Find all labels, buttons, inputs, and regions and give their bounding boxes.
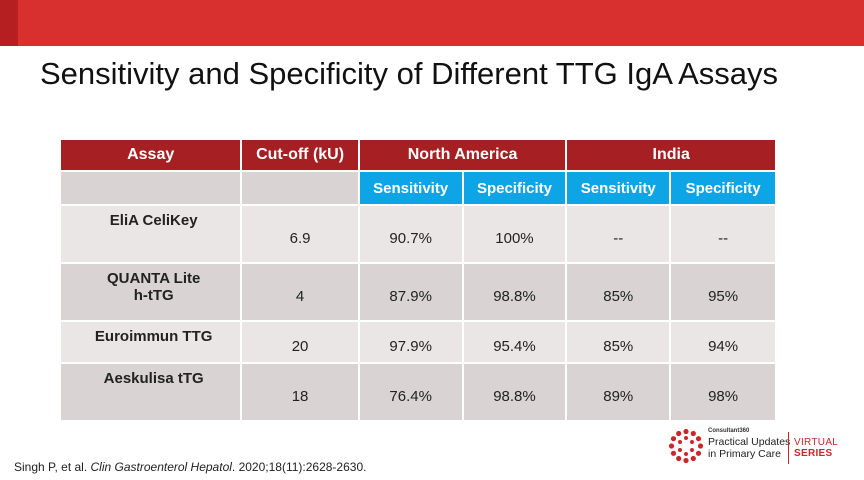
- table-row: Euroimmun TTG 20 97.9% 95.4% 85% 94%: [58, 320, 777, 364]
- india-specificity: --: [669, 204, 777, 264]
- india-specificity: 94%: [669, 320, 777, 364]
- citation-journal: Clin Gastroenterol Hepatol: [90, 460, 232, 474]
- table-subheader-row: Sensitivity Specificity Sensitivity Spec…: [58, 170, 777, 206]
- citation-authors: Singh P, et al.: [14, 460, 91, 474]
- series-line1: VIRTUAL: [794, 437, 839, 448]
- na-sensitivity: 90.7%: [357, 204, 464, 264]
- header-india: India: [565, 138, 777, 172]
- na-specificity: 95.4%: [461, 320, 568, 364]
- assay-name: Euroimmun TTG: [58, 320, 243, 364]
- series-line2: SERIES: [794, 448, 833, 459]
- subheader-na-specificity: Specificity: [461, 170, 568, 206]
- india-specificity: 98%: [669, 362, 777, 422]
- table-row: QUANTA Lite h-tTG 4 87.9% 98.8% 85% 95%: [58, 262, 777, 322]
- india-sensitivity: 89%: [565, 362, 672, 422]
- na-specificity: 98.8%: [461, 362, 568, 422]
- banner-fold: [0, 0, 18, 46]
- header-assay: Assay: [58, 138, 243, 172]
- na-specificity: 98.8%: [461, 262, 568, 322]
- assay-name-line1: QUANTA Lite: [107, 270, 201, 287]
- na-specificity: 100%: [461, 204, 568, 264]
- logo-divider: [788, 432, 789, 464]
- na-sensitivity: 76.4%: [357, 362, 464, 422]
- india-sensitivity: 85%: [565, 262, 672, 322]
- subheader-blank-assay: [58, 170, 243, 206]
- assay-name: EliA CeliKey: [58, 204, 243, 264]
- brand-line1: Practical Updates: [708, 436, 791, 448]
- india-sensitivity: --: [565, 204, 672, 264]
- slide-title: Sensitivity and Specificity of Different…: [40, 56, 779, 91]
- subheader-india-specificity: Specificity: [669, 170, 777, 206]
- subheader-na-sensitivity: Sensitivity: [357, 170, 464, 206]
- cutoff-value: 18: [240, 362, 360, 422]
- citation: Singh P, et al. Clin Gastroenterol Hepat…: [14, 460, 366, 474]
- subheader-india-sensitivity: Sensitivity: [565, 170, 672, 206]
- india-sensitivity: 85%: [565, 320, 672, 364]
- subheader-blank-cutoff: [240, 170, 360, 206]
- cutoff-value: 6.9: [240, 204, 360, 264]
- assay-table: Assay Cut-off (kU) North America India S…: [58, 138, 777, 422]
- series-logo: Consultant360 Practical Updates in Prima…: [668, 428, 848, 468]
- table-row: EliA CeliKey 6.9 90.7% 100% -- --: [58, 204, 777, 264]
- header-cutoff: Cut-off (kU): [240, 138, 360, 172]
- header-north-america: North America: [357, 138, 568, 172]
- assay-name: QUANTA Lite h-tTG: [58, 262, 243, 322]
- cutoff-value: 20: [240, 320, 360, 364]
- citation-details: . 2020;18(11):2628-2630.: [231, 460, 367, 474]
- assay-name-line2: h-tTG: [133, 287, 174, 304]
- ring-emblem-icon: [668, 428, 704, 464]
- brand-name: Consultant360: [708, 428, 750, 434]
- na-sensitivity: 87.9%: [357, 262, 464, 322]
- na-sensitivity: 97.9%: [357, 320, 464, 364]
- table-row: Aeskulisa tTG 18 76.4% 98.8% 89% 98%: [58, 362, 777, 422]
- assay-name: Aeskulisa tTG: [58, 362, 243, 422]
- cutoff-value: 4: [240, 262, 360, 322]
- table-header-row: Assay Cut-off (kU) North America India: [58, 138, 777, 172]
- brand-line2: in Primary Care: [708, 448, 781, 460]
- top-banner: [0, 0, 864, 46]
- india-specificity: 95%: [669, 262, 777, 322]
